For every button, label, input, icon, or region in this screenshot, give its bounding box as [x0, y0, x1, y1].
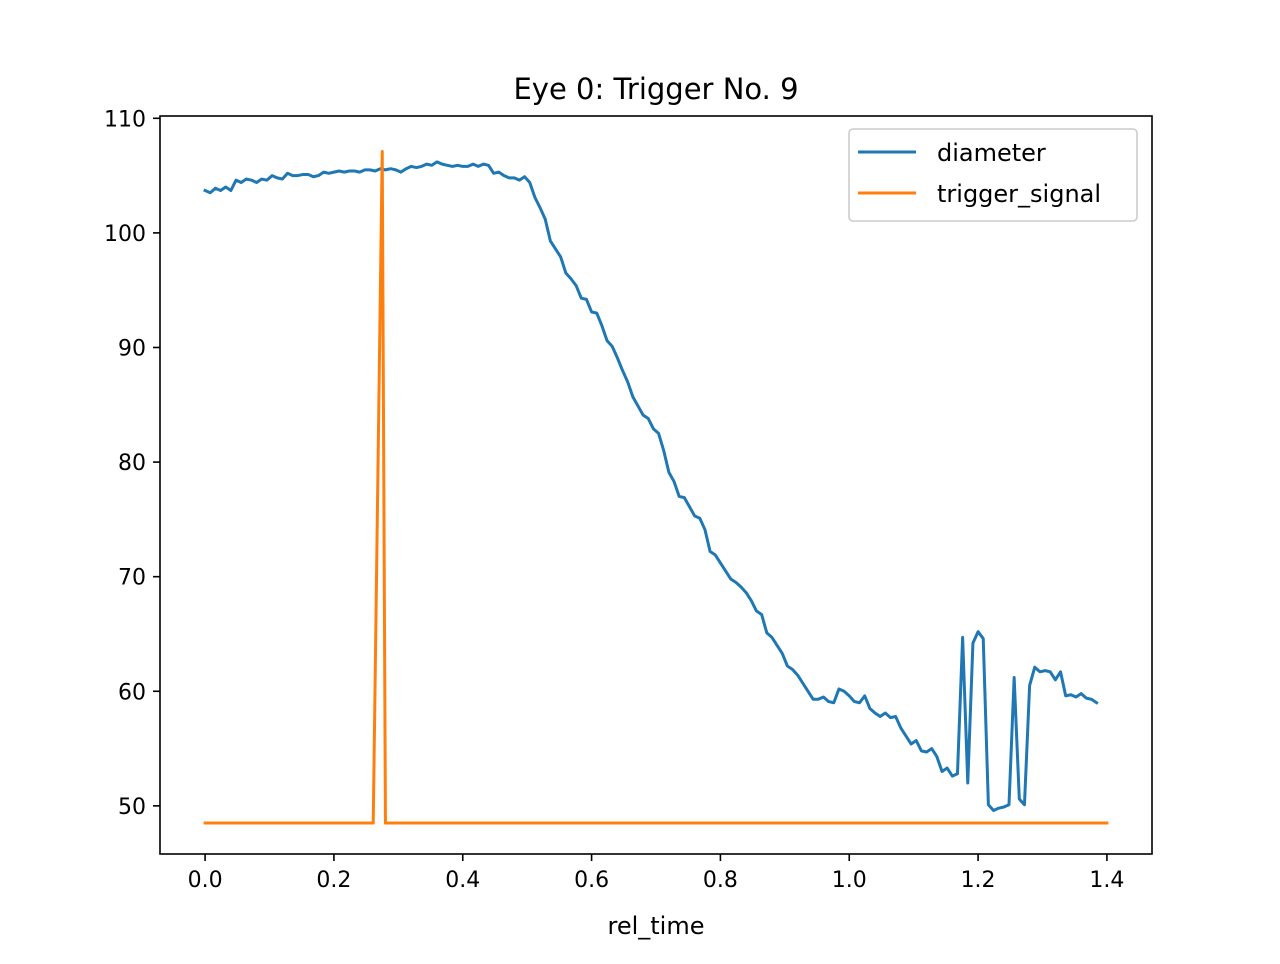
x-tick-label: 1.4 [1089, 868, 1124, 893]
legend-label-trigger-signal: trigger_signal [937, 180, 1101, 208]
y-tick-label: 100 [104, 222, 146, 247]
x-tick-label: 0.2 [316, 868, 351, 893]
x-tick-label: 0.8 [703, 868, 738, 893]
plot-frame [159, 115, 1153, 855]
y-tick-label: 90 [118, 336, 146, 361]
chart-title: Eye 0: Trigger No. 9 [513, 72, 798, 106]
legend-label-diameter: diameter [937, 139, 1046, 167]
y-axis: 50 60 70 80 90 100 110 [104, 107, 160, 820]
series-line-diameter [203, 160, 1099, 812]
x-tick-label: 0.0 [188, 868, 223, 893]
plot-lines [203, 150, 1109, 825]
y-tick-label: 70 [118, 566, 146, 591]
y-tick-label: 110 [104, 107, 146, 132]
legend: diameter trigger_signal [848, 128, 1138, 222]
x-tick-label: 0.6 [574, 868, 609, 893]
x-tick-label: 1.0 [832, 868, 867, 893]
legend-box [848, 128, 1138, 222]
x-axis-label: rel_time [608, 912, 705, 940]
y-tick-label: 80 [118, 451, 146, 476]
x-axis: 0.0 0.2 0.4 0.6 0.8 1.0 1.2 1.4 [188, 854, 1124, 893]
series-line-trigger-signal [203, 150, 1109, 825]
x-tick-label: 0.4 [445, 868, 480, 893]
x-tick-label: 1.2 [961, 868, 996, 893]
y-tick-label: 50 [118, 795, 146, 820]
y-tick-label: 60 [118, 680, 146, 705]
